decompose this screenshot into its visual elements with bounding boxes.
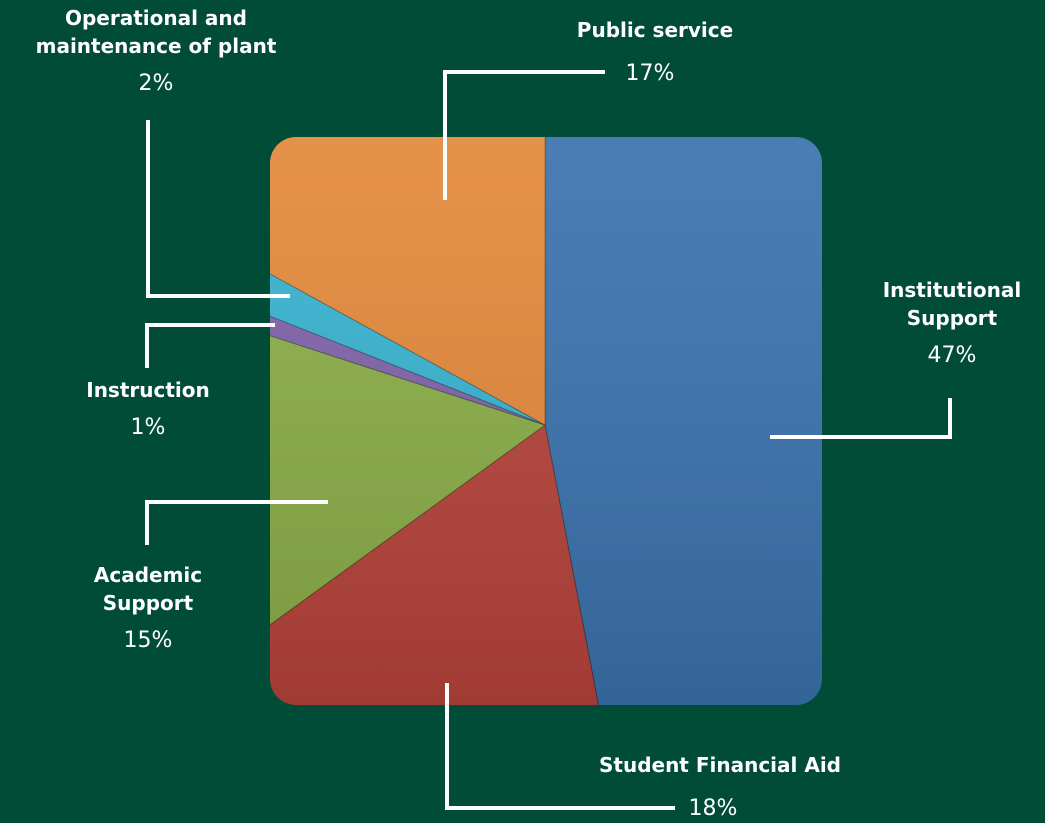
category-name: Academic Support	[93, 563, 203, 615]
leader-line	[770, 398, 952, 439]
category-name: Instruction	[86, 378, 210, 402]
category-name: Institutional Support	[882, 278, 1022, 330]
value-label: 47%	[927, 343, 977, 368]
category-name: Public service	[576, 18, 734, 42]
leader-line	[445, 683, 675, 810]
slice-label: Public service	[535, 16, 775, 44]
leader-line	[146, 120, 290, 298]
value-label: 1%	[130, 415, 166, 440]
leader-lines	[145, 70, 952, 810]
slice-label: Academic Support 15%	[68, 561, 228, 655]
category-name: Operational and maintenance of plant	[35, 6, 277, 58]
value-label: 17%	[625, 61, 675, 86]
value-label: 15%	[123, 628, 173, 653]
leader-line	[145, 323, 275, 368]
leader-line	[443, 70, 605, 200]
value-label: 2%	[138, 71, 174, 96]
pie-shade	[270, 137, 822, 705]
slice-label: Institutional Support 47%	[867, 276, 1037, 370]
slice-label: Operational and maintenance of plant 2%	[1, 4, 311, 98]
category-name: Student Financial Aid	[598, 753, 841, 777]
leader-line	[145, 500, 328, 545]
value-label: 18%	[688, 796, 738, 821]
slice-label: Student Financial Aid	[560, 751, 880, 779]
slice-label: Instruction 1%	[68, 376, 228, 442]
